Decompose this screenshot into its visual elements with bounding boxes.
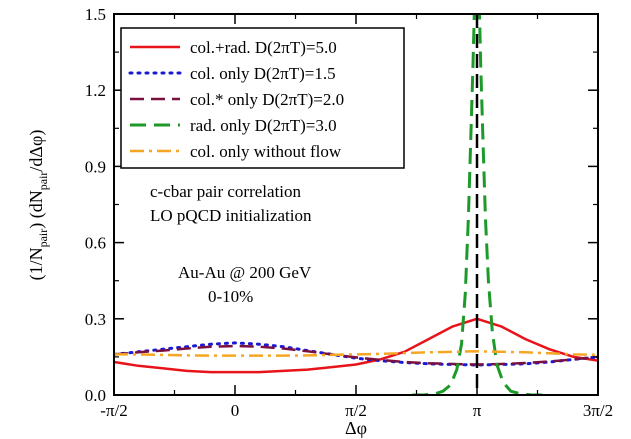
series-line-5 [114,350,598,357]
series-lines [114,14,598,395]
y-tick-label-4: 1.2 [85,81,106,100]
legend-label-4: rad. only D(2πT)=3.0 [190,116,337,135]
x-tick-label-0: -π/2 [100,401,127,420]
y-tick-label-0: 0.0 [85,386,106,405]
y-tick-label-5: 1.5 [85,5,106,24]
x-tick-label-3: π [473,401,482,420]
x-axis-title: Δφ [345,418,367,438]
annotation-line-1: c-cbar pair correlation [150,182,302,201]
legend-label-5: col. only without flow [190,142,342,161]
legend-label-1: col.+rad. D(2πT)=5.0 [190,38,337,57]
legend-label-3: col.* only D(2πT)=2.0 [190,90,344,109]
y-tick-label-3: 0.9 [85,157,106,176]
y-axis-title: (1/Npair) (dNpair/dΔφ) [26,130,50,281]
annotation-line-2: LO pQCD initialization [150,206,312,225]
svg-text:(1/Npair) (dNpair/dΔφ): (1/Npair) (dNpair/dΔφ) [26,130,50,281]
annotation-line-4: 0-10% [208,287,253,306]
series-line-1 [114,317,598,374]
legend-label-2: col. only D(2πT)=1.5 [190,64,336,83]
series-line-2 [114,341,598,367]
legend-box [120,27,405,169]
x-tick-label-2: π/2 [345,401,367,420]
y-axis-title-part1: (1/N [26,247,47,280]
y-axis-title-sub2: pair [36,172,50,191]
y-axis-title-part2: ) (dN [26,190,47,229]
series-line-3 [114,344,598,366]
y-tick-label-2: 0.6 [85,234,106,253]
y-tick-label-1: 0.3 [85,310,106,329]
y-axis-title-sub1: pair [36,229,50,248]
legend: col.+rad. D(2πT)=5.0 col. only D(2πT)=1.5… [120,27,405,169]
y-axis-title-part3: /dΔφ) [26,130,47,172]
legend-items: col.+rad. D(2πT)=5.0 col. only D(2πT)=1.5… [128,38,344,161]
x-tick-label-1: 0 [231,401,240,420]
annotation-line-3: Au-Au @ 200 GeV [178,263,312,282]
x-tick-label-4: 3π/2 [583,401,613,420]
axis-ticks: -π/2 0 π/2 π 3π/2 0.0 0.3 0.6 0.9 1.2 1.5 [85,5,613,420]
